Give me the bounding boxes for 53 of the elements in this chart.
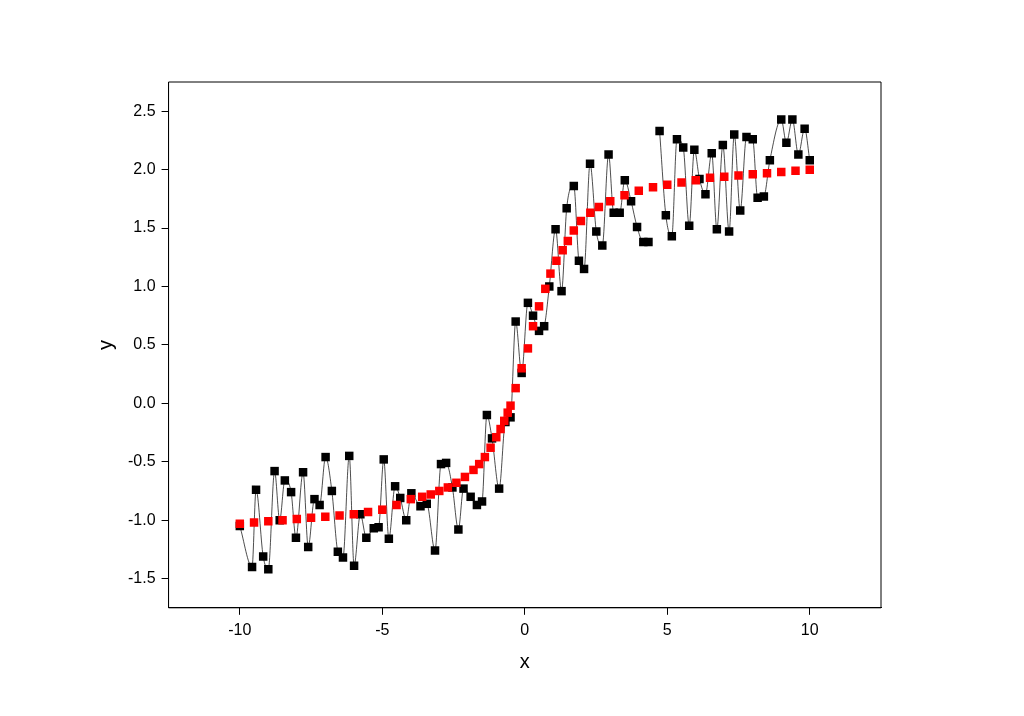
y-tick-label: 0.0 [133,393,156,411]
point [321,512,330,521]
point [517,364,526,373]
x-tick-label: -5 [375,620,390,638]
y-tick-label: 2.5 [133,101,156,119]
y-tick-label: 1.5 [133,218,156,236]
point [620,191,629,200]
point [486,443,495,452]
point [496,424,505,434]
point [435,486,444,496]
y-tick-label: -0.5 [127,452,156,470]
x-tick-label: 10 [800,620,819,638]
point [546,269,555,278]
point [469,465,478,475]
point [734,171,743,180]
y-tick-label: -1.0 [127,510,156,528]
point [791,166,800,176]
y-tick-label: 1.0 [133,276,156,294]
x-tick-label: -10 [228,620,252,638]
point [748,170,758,179]
point [606,196,615,206]
point [569,226,579,235]
x-tick-label: 0 [520,620,530,638]
point [805,165,814,174]
y-axis-title: y [93,339,116,350]
point [349,510,359,519]
point [677,178,686,187]
point [720,172,729,181]
point [452,478,461,488]
point [492,432,501,442]
point [541,284,550,294]
point [777,167,786,177]
x-axis-title: x [519,649,530,672]
y-tick-label: 0.5 [133,335,156,353]
point [663,180,672,190]
point [552,256,561,266]
point [523,344,533,353]
point [378,505,387,514]
x-tick-label: 5 [662,620,672,638]
point [443,483,453,492]
point [506,401,515,410]
y-tick-label: -1.5 [127,569,156,586]
point [264,517,273,526]
point [335,511,344,520]
point [426,490,435,499]
point [392,500,401,510]
point [634,186,644,195]
point [586,208,595,218]
y-tick-label: 2.0 [133,160,156,178]
point [558,246,567,255]
point [249,518,259,527]
point [534,302,544,311]
point [511,383,520,393]
